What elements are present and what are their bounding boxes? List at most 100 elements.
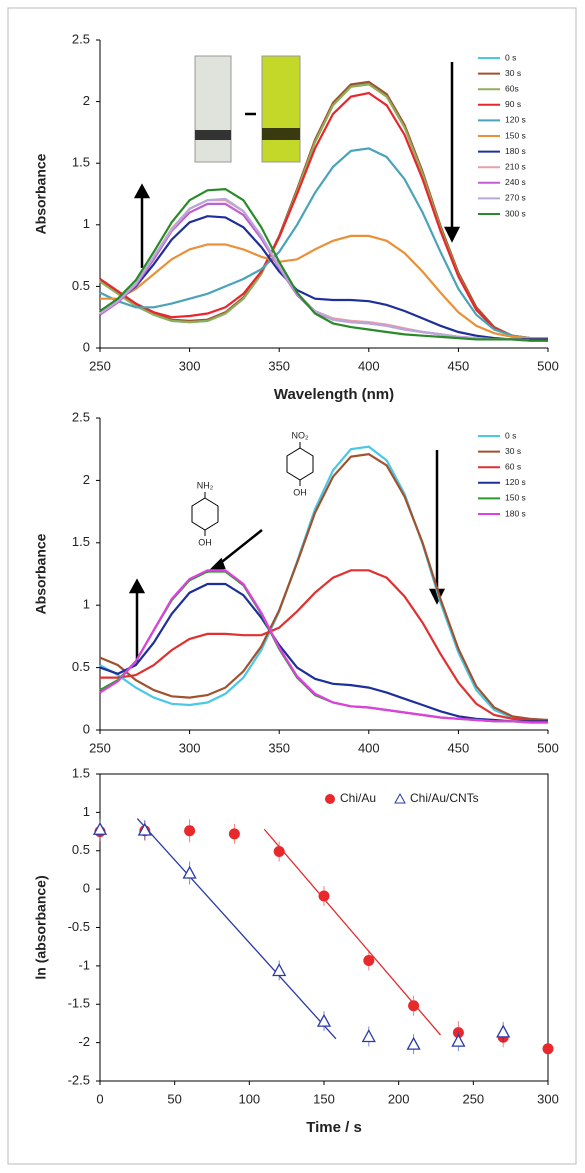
legend-swatch (325, 794, 335, 804)
data-point (451, 1033, 466, 1047)
legend-swatch (394, 792, 406, 804)
legend-label: 60 s (505, 461, 521, 471)
x-tick-label: 350 (268, 358, 290, 373)
y-tick-label: 1 (83, 804, 90, 819)
x-tick-label: 300 (179, 358, 201, 373)
x-tick-label: 250 (89, 740, 111, 755)
x-tick-label: 450 (448, 740, 470, 755)
data-point (363, 955, 375, 967)
y-tick-label: 0.5 (72, 278, 90, 293)
legend-label: 270 s (505, 193, 526, 203)
y-axis-label: Absorbance (33, 533, 49, 614)
x-tick-label: 400 (358, 358, 380, 373)
x-tick-label: 300 (537, 1091, 559, 1106)
x-tick-label: 500 (537, 358, 559, 373)
data-point (408, 1000, 420, 1012)
y-tick-label: 2.5 (72, 31, 90, 46)
y-tick-label: -0.5 (68, 919, 90, 934)
x-tick-label: 200 (388, 1091, 410, 1106)
y-tick-label: 2 (83, 472, 90, 487)
y-tick-label: 0.5 (72, 842, 90, 857)
spectrum-line (99, 147, 548, 340)
data-point (92, 821, 108, 835)
y-tick-label: 0 (83, 881, 90, 896)
y-tick-label: 1.5 (72, 155, 90, 170)
y-tick-label: 1 (83, 597, 90, 612)
x-tick-label: 250 (89, 358, 111, 373)
arrow-head (443, 226, 461, 243)
vial-clear (194, 55, 232, 163)
x-tick-label: 0 (96, 1091, 103, 1106)
substituent-label: OH (293, 487, 307, 497)
legend-label: 180 s (505, 146, 526, 156)
spectrum-line (99, 570, 548, 724)
data-point (316, 1013, 332, 1027)
y-tick-label: 1.5 (72, 765, 90, 780)
legend-label: 240 s (505, 177, 526, 187)
data-point (137, 822, 152, 836)
x-tick-label: 400 (358, 740, 380, 755)
legend-label: 300 s (505, 208, 526, 218)
y-tick-label: 0.5 (72, 659, 90, 674)
vial-base (262, 128, 300, 140)
fit-line (263, 828, 441, 1036)
benzene-ring (191, 497, 219, 531)
plot-frame (99, 773, 549, 1082)
data-point (361, 1029, 376, 1043)
x-axis-label: Time / s (306, 1119, 362, 1136)
x-tick-label: 50 (167, 1091, 181, 1106)
spectrum-line (99, 569, 548, 724)
arrow-head (133, 183, 151, 199)
y-tick-label: 0 (83, 721, 90, 736)
y-axis-label: Absorbance (33, 153, 49, 234)
x-tick-label: 450 (448, 358, 470, 373)
spectrum-line (99, 453, 549, 722)
legend-label: 30 s (505, 68, 521, 78)
vial-yellow (261, 55, 301, 163)
substituent-label: NH₂ (197, 480, 214, 490)
legend-label: 150 s (505, 130, 526, 140)
data-point (542, 1043, 554, 1055)
x-tick-label: 250 (462, 1091, 484, 1106)
legend-label: 210 s (505, 161, 526, 171)
legend-label: 120 s (505, 477, 526, 487)
y-tick-label: 2 (83, 93, 90, 108)
data-point (496, 1024, 511, 1038)
y-tick-label: -2 (78, 1034, 90, 1049)
legend-label: 90 s (505, 99, 521, 109)
spectrum-line (99, 445, 548, 722)
spectrum-line (99, 187, 548, 342)
spectrum-line (99, 582, 548, 723)
x-tick-label: 300 (179, 740, 201, 755)
legend-label: 150 s (505, 493, 526, 503)
vial-base (195, 130, 231, 140)
spectrum-line (99, 197, 548, 342)
legend-label: Chi/Au (340, 791, 376, 805)
y-tick-label: 2.5 (72, 409, 90, 424)
arrow-head (128, 578, 146, 594)
y-tick-label: -2.5 (68, 1072, 90, 1087)
y-tick-label: 0 (83, 339, 90, 354)
x-tick-label: 500 (537, 740, 559, 755)
legend-label: 180 s (505, 508, 526, 518)
spectrum-line (100, 569, 549, 723)
substituent-label: OH (198, 537, 212, 547)
data-point (228, 828, 240, 840)
x-tick-label: 350 (268, 740, 290, 755)
legend-label: 60s (505, 83, 519, 93)
y-tick-label: -1.5 (68, 996, 90, 1011)
data-point (318, 890, 330, 902)
data-point (182, 865, 197, 879)
x-tick-label: 150 (313, 1091, 335, 1106)
legend-label: 30 s (505, 446, 521, 456)
legend-label: 120 s (505, 115, 526, 125)
y-tick-label: 1 (83, 216, 90, 231)
legend-label: 0 s (505, 430, 516, 440)
substituent-label: NO₂ (292, 430, 310, 440)
legend-label: 0 s (505, 52, 516, 62)
x-axis-label: Wavelength (nm) (274, 386, 394, 403)
data-point (272, 963, 287, 977)
y-tick-label: 1.5 (72, 534, 90, 549)
spectrum-line (99, 215, 548, 341)
